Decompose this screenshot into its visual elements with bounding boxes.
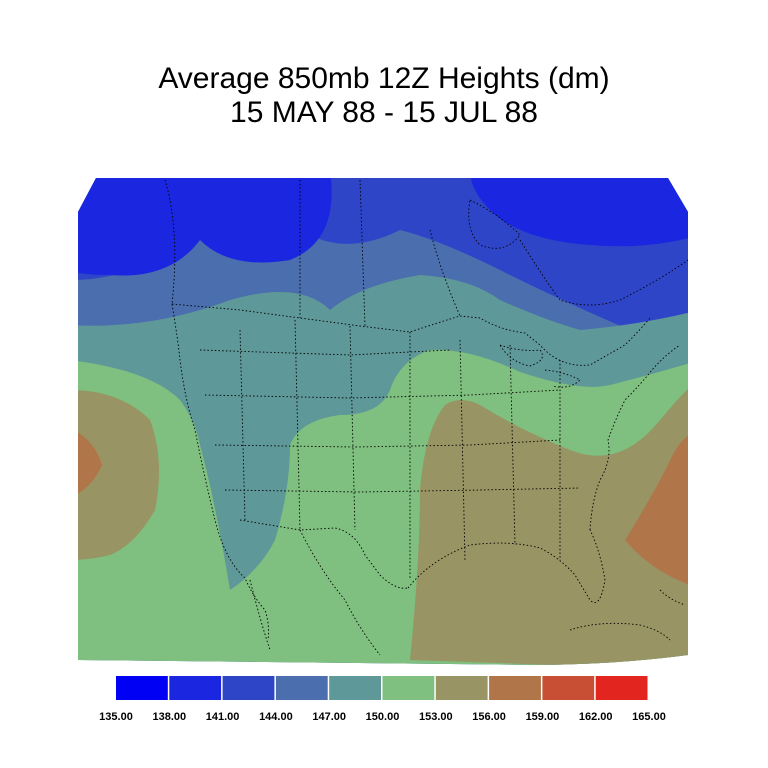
colorbar-label-5: 150.00 [366, 711, 400, 723]
colorbar-swatch-3 [275, 676, 328, 700]
colorbar-label-7: 156.00 [472, 711, 506, 723]
band-153-156-pacific [78, 390, 159, 560]
colorbar-label-8: 159.00 [526, 711, 560, 723]
colorbar-swatch-9 [595, 676, 648, 700]
colorbar-swatch-0 [116, 676, 168, 700]
colorbar-label-3: 144.00 [259, 711, 293, 723]
political-boundaries [164, 179, 688, 656]
colorbar-label-10: 165.00 [632, 711, 666, 723]
colorbar-label-1: 138.00 [152, 711, 186, 723]
colorbar-swatch-7 [489, 676, 541, 700]
colorbar-swatch-5 [382, 676, 435, 700]
colorbar-swatch-8 [542, 676, 595, 700]
high-atlantic [625, 430, 688, 590]
colorbar-label-6: 153.00 [419, 711, 453, 723]
low-center-northeast-canada [470, 178, 688, 247]
colorbar-label-9: 162.00 [579, 711, 613, 723]
colorbar-swatch-1 [169, 676, 222, 700]
ridge-southeast-us [410, 378, 688, 665]
low-center-northwest [78, 178, 332, 276]
colorbar-swatch-2 [222, 676, 275, 700]
colorbar-label-2: 141.00 [206, 711, 240, 723]
map-title-line2: 15 MAY 88 - 15 JUL 88 [230, 96, 538, 129]
colorbar-label-4: 147.00 [312, 711, 346, 723]
high-pacific [78, 428, 102, 498]
colorbar-swatch-4 [329, 676, 381, 700]
colorbar-label-0: 135.00 [99, 711, 133, 723]
color-legend: 135.00 138.00 141.00 144.00 147.00 150.00 153.… [99, 676, 666, 723]
map-title-line1: Average 850mb 12Z Heights (dm) [158, 62, 610, 95]
colorbar-swatch-6 [435, 676, 488, 700]
